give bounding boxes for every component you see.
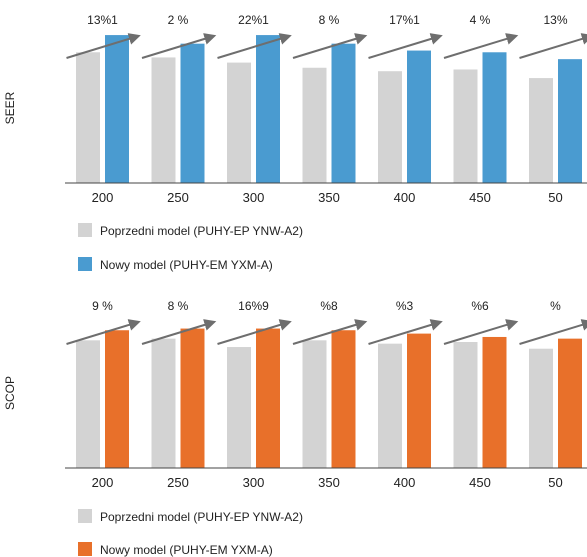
- scop-x-tick-label: 250: [167, 475, 189, 490]
- seer-x-tick-label: 250: [167, 190, 189, 205]
- scop-increase-arrow: [443, 319, 519, 345]
- scop-bar-previous: [453, 342, 478, 468]
- scop-arrows: [66, 319, 587, 345]
- scop-bars: [76, 328, 582, 468]
- scop-bar-new: [407, 333, 431, 468]
- scop-percent-label: 9 %: [92, 299, 113, 313]
- seer-x-tick-label: 50: [548, 190, 562, 205]
- seer-increase-arrow: [292, 33, 368, 59]
- scop-bar-previous: [227, 347, 251, 468]
- scop-percent-label: 8 %: [168, 299, 189, 313]
- scop-bar-new: [482, 336, 507, 468]
- scop-bar-new: [180, 328, 205, 468]
- seer-percent-labels: 13%1 2 % 22%1 8 % 17%1 4 % 13%: [87, 13, 568, 27]
- scop-legend: Poprzedni model (PUHY-EP YNW-A2) Nowy mo…: [78, 509, 303, 557]
- scop-percent-labels: 9 % 8 % 16%9 %8 %3 %6%: [92, 299, 561, 313]
- seer-bar-new: [482, 52, 507, 183]
- scop-legend-swatch-new: [78, 542, 92, 556]
- scop-bar-new: [331, 330, 356, 468]
- scop-bar-previous: [529, 348, 553, 468]
- seer-bar-previous: [76, 52, 100, 183]
- scop-x-tick-labels: 200 250 300 350 400 450 50: [92, 475, 563, 490]
- scop-percent-label: %6: [471, 299, 489, 313]
- seer-arrows: [66, 33, 587, 59]
- scop-x-tick-label: 350: [318, 475, 340, 490]
- seer-bar-new: [331, 43, 356, 184]
- seer-bar-new: [180, 43, 205, 184]
- scop-increase-arrow: [141, 319, 217, 345]
- scop-percent-label: %3: [396, 299, 414, 313]
- seer-legend-swatch-new: [78, 257, 92, 271]
- scop-percent-label: 16%9: [238, 299, 269, 313]
- seer-percent-label: 2 %: [168, 13, 189, 27]
- scop-increase-arrow: [217, 319, 292, 345]
- seer-percent-label: 13%: [543, 13, 567, 27]
- seer-percent-label: 17%1: [389, 13, 420, 27]
- scop-bar-new: [256, 328, 280, 468]
- seer-percent-label: 4 %: [470, 13, 491, 27]
- scop-legend-swatch-previous: [78, 509, 92, 523]
- seer-increase-arrow: [141, 33, 217, 59]
- seer-increase-arrow: [519, 33, 587, 59]
- seer-increase-arrow: [217, 33, 292, 59]
- scop-bar-previous: [302, 340, 327, 468]
- seer-bar-previous: [529, 78, 553, 183]
- seer-bar-previous: [453, 69, 478, 183]
- seer-bar-previous: [302, 67, 327, 183]
- scop-x-tick-label: 200: [92, 475, 114, 490]
- seer-bar-new: [256, 35, 280, 183]
- scop-bar-previous: [378, 343, 402, 468]
- seer-percent-label: 8 %: [319, 13, 340, 27]
- scop-x-tick-label: 450: [469, 475, 491, 490]
- seer-x-tick-label: 300: [243, 190, 265, 205]
- scop-x-tick-label: 300: [243, 475, 265, 490]
- scop-legend-label-previous: Poprzedni model (PUHY-EP YNW-A2): [100, 510, 303, 524]
- seer-increase-arrow: [368, 33, 443, 59]
- seer-x-tick-label: 450: [469, 190, 491, 205]
- seer-legend-swatch-previous: [78, 223, 92, 237]
- scop-legend-label-new: Nowy model (PUHY-EM YXM-A): [100, 543, 273, 557]
- scop-increase-arrow: [368, 319, 443, 345]
- seer-increase-arrow: [66, 33, 141, 59]
- scop-bar-previous: [76, 340, 100, 468]
- seer-percent-label: 13%1: [87, 13, 118, 27]
- seer-bar-previous: [227, 62, 251, 183]
- scop-increase-arrow: [66, 319, 141, 345]
- seer-x-tick-label: 350: [318, 190, 340, 205]
- seer-percent-label: 22%1: [238, 13, 269, 27]
- scop-increase-arrow: [292, 319, 368, 345]
- seer-bar-new: [558, 59, 582, 183]
- scop-bar-new: [558, 338, 582, 468]
- scop-percent-label: %: [550, 299, 561, 313]
- seer-bar-previous: [151, 57, 176, 183]
- seer-x-tick-label: 400: [394, 190, 416, 205]
- scop-axis-label: SCOP: [3, 376, 17, 410]
- scop-x-tick-label: 50: [548, 475, 562, 490]
- seer-axis-label: SEER: [3, 91, 17, 124]
- scop-increase-arrow: [519, 319, 587, 345]
- seer-x-tick-label: 200: [92, 190, 114, 205]
- scop-chart: SCOP 9 % 8 % 16%9 %8 %3 %6% 200 250 300 350 400 45…: [3, 299, 587, 557]
- seer-bar-new: [407, 50, 431, 184]
- scop-bar-new: [105, 330, 129, 468]
- seer-increase-arrow: [443, 33, 519, 59]
- scop-x-tick-label: 400: [394, 475, 416, 490]
- seer-chart: SEER 13%1 2 % 22%1 8 % 17%1 4 % 13% 200 250 300 3…: [3, 13, 587, 272]
- seer-bars: [76, 35, 582, 184]
- scop-percent-label: %8: [320, 299, 338, 313]
- seer-legend-label-new: Nowy model (PUHY-EM YXM-A): [100, 258, 273, 272]
- seer-legend: Poprzedni model (PUHY-EP YNW-A2) Nowy mo…: [78, 223, 303, 272]
- scop-bar-previous: [151, 338, 176, 468]
- seer-bar-new: [105, 35, 129, 183]
- seer-x-tick-labels: 200 250 300 350 400 450 50: [92, 190, 563, 205]
- seer-bar-previous: [378, 71, 402, 183]
- seer-legend-label-previous: Poprzedni model (PUHY-EP YNW-A2): [100, 224, 303, 238]
